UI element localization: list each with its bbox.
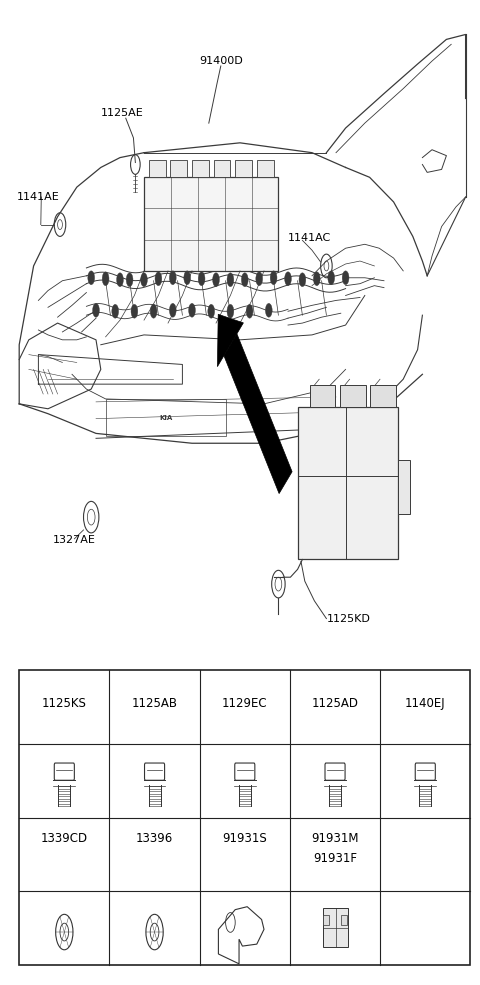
Text: 1141AC: 1141AC xyxy=(288,233,331,243)
Circle shape xyxy=(155,272,162,286)
Circle shape xyxy=(141,273,147,287)
Text: 1125KS: 1125KS xyxy=(42,696,87,709)
Bar xyxy=(323,915,329,925)
Circle shape xyxy=(246,304,253,318)
Circle shape xyxy=(265,303,272,317)
Bar xyxy=(398,460,410,514)
Circle shape xyxy=(117,273,123,287)
Circle shape xyxy=(256,272,263,286)
Circle shape xyxy=(184,271,191,285)
Circle shape xyxy=(150,304,157,318)
Circle shape xyxy=(112,304,119,318)
Circle shape xyxy=(56,914,73,950)
Circle shape xyxy=(227,304,234,318)
Bar xyxy=(298,407,398,559)
FancyBboxPatch shape xyxy=(54,763,74,780)
Text: 13396: 13396 xyxy=(136,831,173,845)
Text: 1125KD: 1125KD xyxy=(326,614,370,624)
Bar xyxy=(340,385,366,407)
Bar xyxy=(106,399,226,436)
FancyBboxPatch shape xyxy=(144,763,165,780)
Circle shape xyxy=(299,273,306,287)
Circle shape xyxy=(342,271,349,285)
Bar xyxy=(371,385,396,407)
Text: 1125AD: 1125AD xyxy=(312,696,359,709)
Circle shape xyxy=(126,273,133,287)
Bar xyxy=(235,160,252,177)
Bar xyxy=(214,160,230,177)
Text: 1140EJ: 1140EJ xyxy=(405,696,445,709)
Bar xyxy=(144,177,278,271)
Circle shape xyxy=(313,272,320,286)
FancyBboxPatch shape xyxy=(235,763,255,780)
Bar xyxy=(257,160,274,177)
Circle shape xyxy=(88,271,95,285)
Circle shape xyxy=(102,272,109,286)
Polygon shape xyxy=(224,334,292,493)
Circle shape xyxy=(213,273,219,287)
Circle shape xyxy=(93,303,99,317)
Text: 91931F: 91931F xyxy=(313,852,357,865)
Bar xyxy=(341,915,347,925)
Text: 1339CD: 1339CD xyxy=(41,831,88,845)
Circle shape xyxy=(198,272,205,286)
Circle shape xyxy=(131,304,138,318)
Circle shape xyxy=(146,914,163,950)
Polygon shape xyxy=(217,314,243,366)
Text: 1125AB: 1125AB xyxy=(132,696,178,709)
Circle shape xyxy=(328,271,335,285)
Circle shape xyxy=(189,303,195,317)
Bar xyxy=(170,160,187,177)
Circle shape xyxy=(270,271,277,285)
Bar xyxy=(310,385,335,407)
Circle shape xyxy=(169,271,176,285)
Text: 91931M: 91931M xyxy=(312,831,359,845)
Text: 91400D: 91400D xyxy=(199,56,243,66)
FancyBboxPatch shape xyxy=(325,763,345,780)
Circle shape xyxy=(208,304,215,318)
Bar xyxy=(19,670,470,965)
FancyBboxPatch shape xyxy=(415,763,435,780)
Circle shape xyxy=(227,273,234,287)
Text: 1141AE: 1141AE xyxy=(17,192,60,202)
Circle shape xyxy=(169,303,176,317)
Circle shape xyxy=(241,273,248,287)
Text: 1129EC: 1129EC xyxy=(222,696,268,709)
Bar xyxy=(149,160,166,177)
Circle shape xyxy=(285,272,291,286)
Text: KIA: KIA xyxy=(159,415,172,421)
Text: 91931S: 91931S xyxy=(222,831,267,845)
Text: 1125AE: 1125AE xyxy=(101,108,144,118)
Bar xyxy=(323,908,348,948)
Bar xyxy=(192,160,209,177)
Text: 1327AE: 1327AE xyxy=(53,535,96,545)
